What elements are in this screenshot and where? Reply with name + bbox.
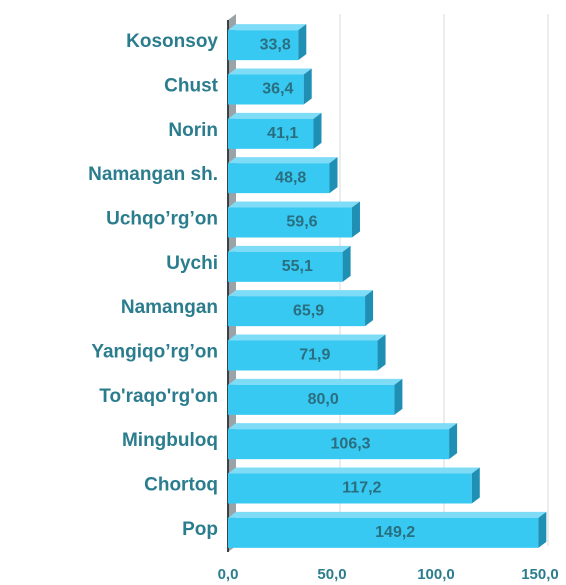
value-label: 149,2 (375, 524, 415, 541)
value-label: 33,8 (260, 36, 291, 53)
bar (228, 74, 304, 105)
y-tick-label: Namangan (121, 297, 218, 318)
bar-top (228, 290, 374, 297)
bar-side (313, 112, 322, 149)
bar-top (228, 378, 403, 385)
value-label: 65,9 (293, 302, 324, 319)
y-tick-label: Kosonsoy (126, 31, 218, 52)
bar-side (377, 334, 386, 371)
value-label: 71,9 (299, 347, 330, 364)
bar-top (228, 112, 322, 119)
y-tick-label: Chust (164, 76, 219, 97)
x-tick-label: 100,0 (417, 566, 455, 583)
bar-top (228, 423, 458, 430)
bar-top (228, 157, 338, 164)
bar-top (228, 24, 307, 31)
y-tick-label: To'raqo'rg'on (99, 386, 218, 407)
x-tick-label: 50,0 (317, 566, 346, 583)
value-label: 117,2 (342, 480, 381, 497)
bar (228, 30, 299, 61)
bar (228, 340, 378, 371)
value-label: 59,6 (286, 214, 317, 231)
bar-top (228, 201, 360, 208)
bar-side (365, 290, 374, 327)
y-tick-label: Uychi (166, 253, 218, 274)
bar (228, 384, 395, 415)
value-label: 106,3 (331, 435, 371, 452)
bar (228, 207, 352, 238)
bar-side (394, 378, 403, 415)
value-label: 36,4 (262, 81, 293, 98)
bar (228, 163, 330, 194)
bar-side (351, 201, 360, 238)
y-tick-label: Uchqo’rg’on (106, 209, 218, 230)
bar-top (228, 245, 351, 252)
bar-side (342, 245, 351, 282)
value-label: 80,0 (308, 391, 339, 408)
bar-top (228, 467, 480, 474)
bar-top (228, 511, 547, 518)
bar-side (471, 467, 480, 504)
bar (228, 517, 539, 548)
bar (228, 296, 366, 327)
value-label: 48,8 (275, 169, 306, 186)
y-tick-label: Mingbuloq (122, 430, 218, 451)
x-tick-label: 150,0 (521, 566, 559, 583)
bar-side (329, 157, 338, 194)
value-label: 55,1 (282, 258, 313, 275)
y-tick-label: Namangan sh. (88, 164, 218, 185)
bar (228, 251, 343, 282)
value-label: 41,1 (267, 125, 298, 142)
bar-side (303, 68, 312, 105)
bar-top (228, 68, 312, 75)
y-tick-label: Pop (182, 519, 218, 540)
x-tick-label: 0,0 (218, 566, 239, 583)
y-tick-label: Yangiqo’rg’on (91, 342, 218, 363)
bar (228, 118, 314, 149)
bar-side (449, 423, 458, 460)
bar (228, 429, 450, 460)
bar-side (538, 511, 547, 548)
y-tick-label: Chortoq (144, 475, 218, 496)
bar (228, 473, 472, 504)
bar-side (298, 24, 307, 61)
bar-top (228, 334, 386, 341)
y-tick-label: Norin (168, 120, 218, 141)
